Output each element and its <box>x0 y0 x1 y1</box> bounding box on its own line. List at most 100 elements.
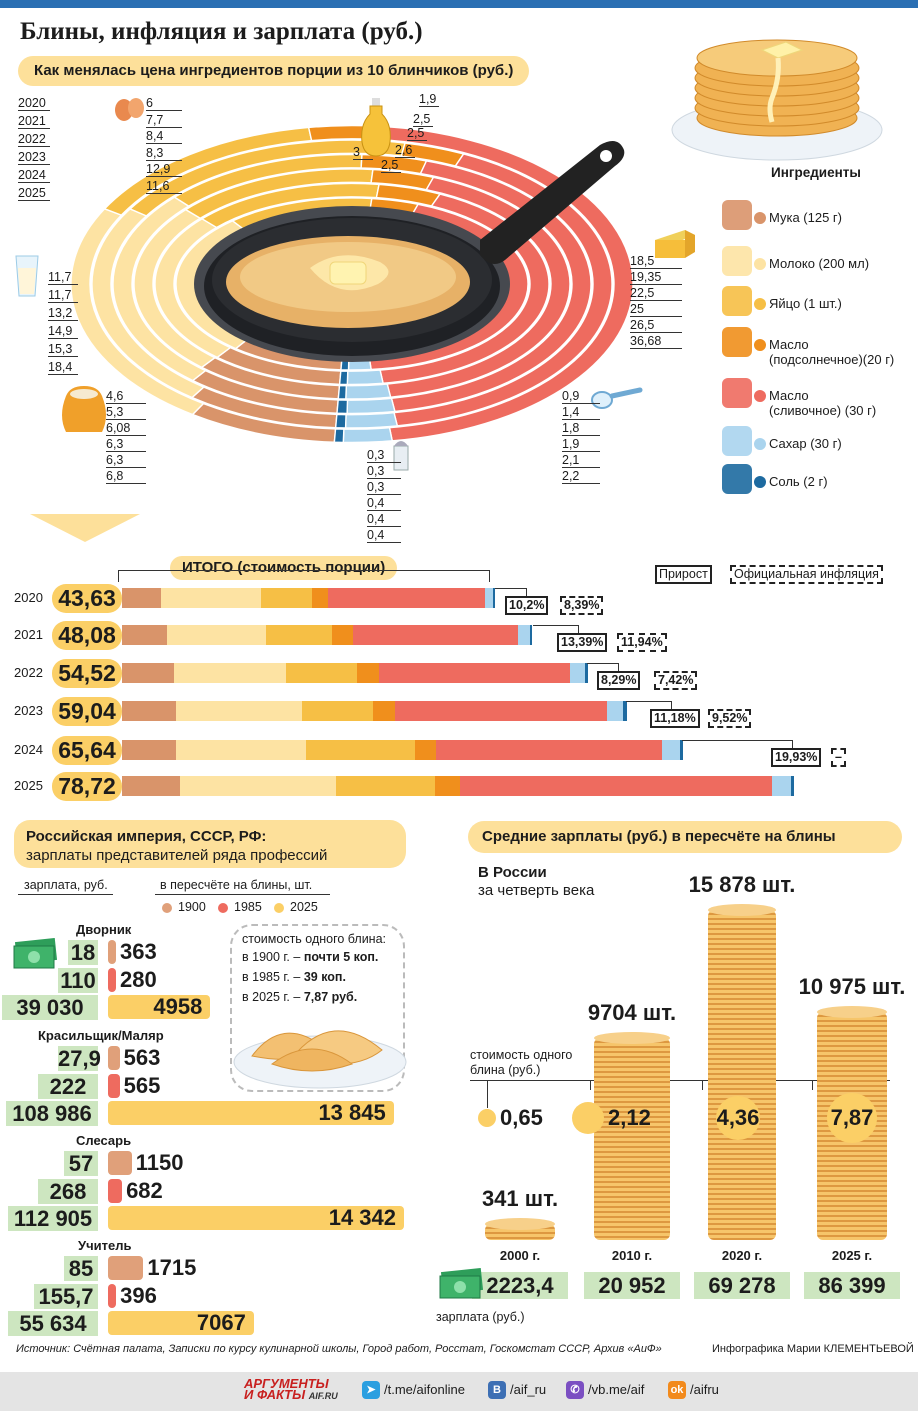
price-coin-1 <box>572 1102 604 1134</box>
salary-1-2: 108 986 <box>6 1101 98 1126</box>
oil-bottle-icon <box>722 327 752 357</box>
total-year-2025: 2025 <box>14 778 43 793</box>
pancake-bar-2-1 <box>108 1178 123 1203</box>
pancakes-0-2: 4958 <box>153 994 203 1019</box>
ring-value-butter-0: 18,5 <box>630 254 682 269</box>
ring-value-milk-0: 11,7 <box>48 270 78 285</box>
stack-count-3: 10 975 шт. <box>798 973 906 999</box>
ring-value-flour-2: 6,08 <box>106 421 146 436</box>
total-seg-2022-oil <box>357 663 379 683</box>
oil-bottle-icon <box>361 98 391 157</box>
footer-link-2[interactable]: /vb.me/aif <box>588 1382 645 1397</box>
ring-2025-sugar <box>342 426 394 444</box>
ring-value-egg-0: 6 <box>146 96 182 111</box>
hist-legend-dot-1900 <box>162 903 172 913</box>
total-seg-2020-butter <box>327 588 485 608</box>
footer-link-0[interactable]: /t.me/aifonline <box>384 1382 465 1397</box>
col-salary-label: зарплата, руб. <box>24 878 108 892</box>
total-seg-2025-milk <box>179 776 337 796</box>
legend-label-3: Масло (подсолнечное)(20 г) <box>769 337 895 367</box>
ring-value-oil-4: 2,5 <box>381 158 401 173</box>
ingredients-subtitle: Как менялась цена ингредиентов порции из… <box>18 56 530 86</box>
ring-value-butter-3: 25 <box>630 302 682 317</box>
milk-glass-icon <box>722 246 752 276</box>
salt-shaker-icon <box>393 441 409 471</box>
stack-count-1: 9704 шт. <box>587 1000 677 1026</box>
hist-legend-1900: 1900 <box>178 900 206 914</box>
legend-growth: Прирост <box>655 565 712 584</box>
sugar-spoon-icon <box>722 426 752 456</box>
page-title: Блины, инфляция и зарплата (руб.) <box>20 18 423 45</box>
ok-icon[interactable]: ok <box>668 1381 686 1399</box>
growth-connector-2021 <box>532 625 579 637</box>
ring-value-flour-5: 6,8 <box>106 469 146 484</box>
legend-label-0: Мука (125 г) <box>769 210 842 225</box>
legend-label-5: Сахар (30 г) <box>769 436 842 451</box>
total-seg-2023-sugar <box>607 701 624 721</box>
total-seg-2022-sugar <box>569 663 586 683</box>
price-3: 7,87 <box>830 1105 874 1130</box>
footer-link-1[interactable]: /aif_ru <box>510 1382 547 1397</box>
history-heading-1: Российская империя, СССР, РФ: <box>26 828 267 845</box>
aif-logo[interactable]: АРГУМЕНТЫ И ФАКТЫ AIF.RU <box>244 1376 338 1402</box>
salary-1-0: 27,9 <box>58 1046 101 1071</box>
total-value-2024: 65,64 <box>52 736 122 765</box>
total-seg-2024-flour <box>122 740 176 760</box>
pancakes-0-1: 280 <box>120 966 157 992</box>
ring-year-2021: 2021 <box>18 114 50 129</box>
salary-0-1: 110 <box>58 967 98 993</box>
ring-year-2025: 2025 <box>18 186 50 201</box>
ring-value-egg-1: 7,7 <box>146 113 182 128</box>
salary-3-2: 55 634 <box>8 1311 98 1336</box>
salt-shaker-icon <box>722 464 752 494</box>
vk-icon[interactable]: B <box>488 1381 506 1399</box>
telegram-icon[interactable]: ➤ <box>362 1381 380 1399</box>
price-tick-2 <box>702 1080 703 1090</box>
total-year-2022: 2022 <box>14 665 43 680</box>
price-0: 0,65 <box>500 1105 543 1130</box>
salary-2-2: 112 905 <box>8 1206 98 1231</box>
price-1: 2,12 <box>608 1105 651 1130</box>
modern-year-1: 2010 г. <box>611 1248 653 1263</box>
viber-icon[interactable]: ✆ <box>566 1381 584 1399</box>
growth-connector-2022 <box>587 663 619 675</box>
total-seg-2020-flour <box>122 588 162 608</box>
ring-2022-sugar <box>345 383 392 400</box>
total-seg-2022-butter <box>378 663 570 683</box>
ring-2025-salt <box>333 428 345 444</box>
ring-year-2022: 2022 <box>18 132 50 147</box>
ring-value-oil-2: 2,5 <box>407 126 427 141</box>
total-seg-2022-flour <box>122 663 174 683</box>
legend-dot-5 <box>754 438 766 450</box>
inflation-2020: 8,39% <box>560 596 604 615</box>
pancakes-3-1: 396 <box>120 1282 157 1308</box>
growth-connector-2023 <box>625 701 672 713</box>
ring-value-milk-4: 15,3 <box>48 342 78 357</box>
total-seg-2021-sugar <box>517 625 530 645</box>
ring-2021-sugar <box>346 369 384 386</box>
ring-value-salt-0: 0,3 <box>367 448 401 463</box>
total-seg-2021-milk <box>167 625 267 645</box>
flour-sack-icon <box>722 200 752 230</box>
ring-value-sugar-5: 2,2 <box>562 469 600 484</box>
total-seg-2023-butter <box>394 701 608 721</box>
pancake-stack-top-1 <box>594 1032 670 1045</box>
total-seg-2025-salt <box>790 776 795 796</box>
pancake-bar-3-2 <box>108 1311 254 1335</box>
growth-connector-2020 <box>494 588 527 600</box>
profession-1: Красильщик/Маляр <box>38 1028 164 1043</box>
history-heading-box <box>14 820 406 868</box>
total-seg-2021-flour <box>122 625 168 645</box>
sugar-spoon-icon <box>591 387 643 409</box>
modern-year-0: 2000 г. <box>499 1248 541 1263</box>
footer-link-3[interactable]: /aifru <box>690 1382 719 1397</box>
total-seg-2023-egg <box>302 701 373 721</box>
legend-dot-3 <box>754 339 766 351</box>
legend-dot-0 <box>754 212 766 224</box>
growth-2021: 13,39% <box>557 633 608 652</box>
price-tick-0 <box>487 1080 488 1108</box>
egg-icon <box>722 286 752 316</box>
total-year-2021: 2021 <box>14 627 43 642</box>
note-line2: в 1985 г. – 39 коп. <box>242 970 346 984</box>
pancake-bar-0-1 <box>108 967 116 992</box>
